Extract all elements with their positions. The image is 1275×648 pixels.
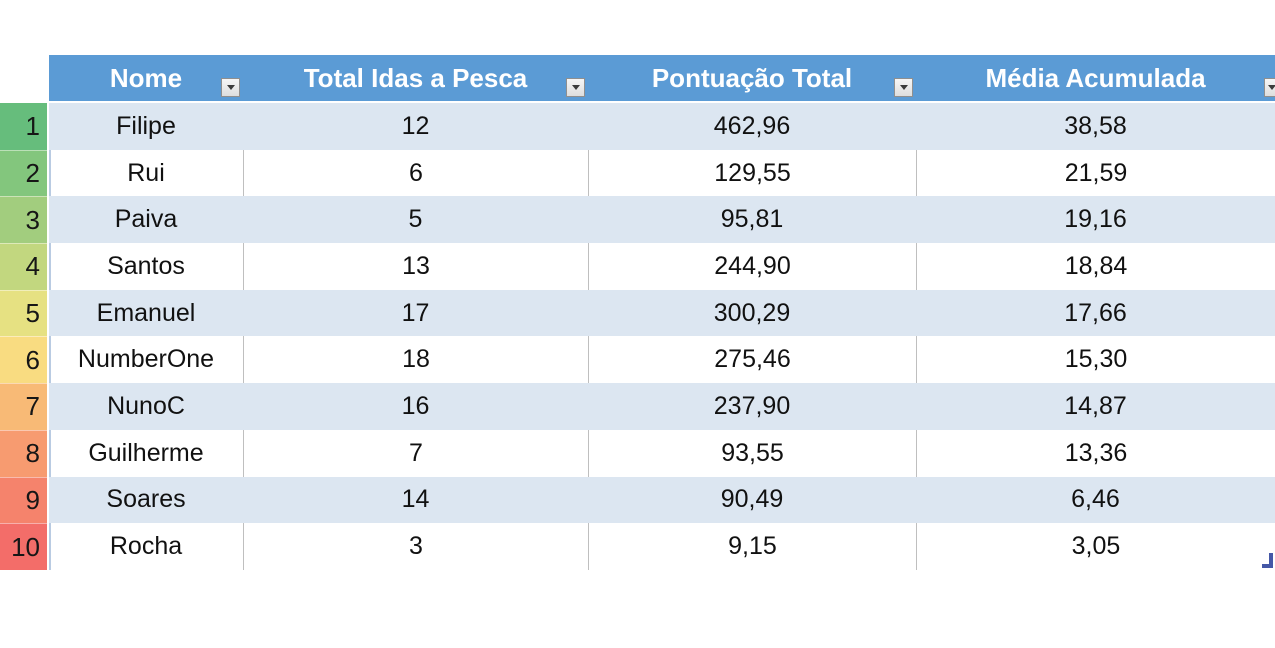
filter-dropdown-button[interactable] [566, 78, 585, 97]
cell-total-idas[interactable]: 3 [243, 523, 588, 570]
cell-total-idas[interactable]: 6 [243, 149, 588, 197]
cell-media[interactable]: 15,30 [916, 336, 1275, 384]
rank-cell-10[interactable]: 10 [0, 523, 47, 570]
rank-cell-8[interactable]: 8 [0, 429, 47, 477]
cell-total-idas[interactable]: 18 [243, 336, 588, 384]
table-row: NumberOne 18 275,46 15,30 [49, 336, 1275, 384]
cell-total-idas[interactable]: 13 [243, 243, 588, 290]
cell-nome[interactable]: Guilherme [49, 430, 243, 477]
column-header-media[interactable]: Média Acumulada [916, 55, 1275, 101]
cell-pontuacao[interactable]: 90,49 [720, 485, 784, 514]
cell-pontuacao[interactable]: 9,15 [588, 523, 916, 570]
column-header-nome[interactable]: Nome [49, 55, 243, 101]
cell-media[interactable]: 14,87 [1064, 391, 1127, 420]
cell-total-idas[interactable]: 17 [401, 298, 430, 327]
column-header-label: Pontuação Total [651, 62, 853, 93]
cell-nome[interactable]: NumberOne [49, 336, 243, 383]
filter-dropdown-icon [571, 85, 580, 90]
cell-total-idas[interactable]: 12 [401, 111, 430, 140]
cell-media[interactable]: 19,16 [1064, 205, 1127, 234]
cell-nome[interactable]: NunoC [107, 391, 185, 420]
data-table: Nome Total Idas a Pesca Pontuação Total … [49, 55, 1275, 570]
cell-media[interactable]: 6,46 [1071, 485, 1120, 514]
cell-nome[interactable]: Rui [49, 150, 243, 197]
cell-media[interactable]: 3,05 [916, 523, 1275, 570]
cell-pontuacao[interactable]: 95,81 [720, 205, 784, 234]
rank-cell-7[interactable]: 7 [0, 383, 47, 430]
rank-cell-2[interactable]: 2 [0, 149, 47, 197]
table-row: Santos 13 244,90 18,84 [49, 243, 1275, 290]
cell-pontuacao[interactable]: 129,55 [588, 149, 916, 197]
cell-total-idas[interactable]: 16 [401, 391, 430, 420]
cell-media[interactable]: 38,58 [1064, 111, 1127, 140]
table-row: Filipe 12 462,96 38,58 [49, 103, 1275, 150]
cell-media[interactable]: 17,66 [1064, 298, 1127, 327]
table-row: NunoC 16 237,90 14,87 [49, 383, 1275, 430]
resize-handle-icon [1269, 553, 1273, 568]
rank-cell-5[interactable]: 5 [0, 289, 47, 337]
cell-total-idas[interactable]: 14 [401, 485, 430, 514]
cell-media[interactable]: 21,59 [916, 149, 1275, 197]
cell-pontuacao[interactable]: 275,46 [588, 336, 916, 384]
table-row: Guilherme 7 93,55 13,36 [49, 429, 1275, 477]
cell-pontuacao[interactable]: 93,55 [588, 429, 916, 477]
table-header-row: Nome Total Idas a Pesca Pontuação Total … [49, 55, 1275, 101]
cell-nome[interactable]: Emanuel [96, 298, 196, 327]
filter-dropdown-button[interactable] [221, 78, 240, 97]
cell-pontuacao[interactable]: 237,90 [713, 391, 791, 420]
cell-nome[interactable]: Filipe [116, 111, 176, 140]
cell-total-idas[interactable]: 7 [243, 429, 588, 477]
cell-pontuacao[interactable]: 244,90 [588, 243, 916, 290]
column-header-label: Média Acumulada [985, 62, 1206, 93]
filter-dropdown-icon [899, 85, 908, 90]
cell-nome[interactable]: Soares [106, 485, 186, 514]
cell-pontuacao[interactable]: 300,29 [713, 298, 791, 327]
cell-pontuacao[interactable]: 462,96 [713, 111, 791, 140]
rank-cell-9[interactable]: 9 [0, 476, 47, 524]
filter-dropdown-icon [226, 85, 235, 90]
column-header-label: Total Idas a Pesca [303, 62, 528, 93]
filter-dropdown-button[interactable] [894, 78, 913, 97]
cell-media[interactable]: 13,36 [916, 429, 1275, 477]
table-row: Emanuel 17 300,29 17,66 [49, 289, 1275, 337]
table-row: Soares 14 90,49 6,46 [49, 476, 1275, 524]
cell-nome[interactable]: Santos [49, 243, 243, 290]
table-row: Rui 6 129,55 21,59 [49, 149, 1275, 197]
cell-total-idas[interactable]: 5 [408, 205, 423, 234]
table-resize-handle[interactable] [1262, 553, 1275, 569]
rank-cell-4[interactable]: 4 [0, 243, 47, 290]
column-header-label: Nome [109, 62, 183, 93]
cell-media[interactable]: 18,84 [916, 243, 1275, 290]
cell-nome[interactable]: Rocha [49, 523, 243, 570]
sort-filter-button[interactable] [1264, 78, 1275, 97]
cell-nome[interactable]: Paiva [114, 205, 178, 234]
resize-handle-icon [1262, 564, 1273, 568]
column-header-total-idas[interactable]: Total Idas a Pesca [243, 55, 588, 101]
sort-down-arrow-icon [1267, 85, 1275, 90]
rank-cell-1[interactable]: 1 [0, 103, 47, 150]
column-header-pontuacao[interactable]: Pontuação Total [588, 55, 916, 101]
table-body: Filipe 12 462,96 38,58 Rui 6 129,55 21,5… [49, 103, 1275, 570]
rank-column: 1 2 3 4 5 6 7 8 9 10 [0, 103, 47, 570]
table-row: Paiva 5 95,81 19,16 [49, 196, 1275, 244]
table-row: Rocha 3 9,15 3,05 [49, 523, 1275, 570]
rank-cell-3[interactable]: 3 [0, 196, 47, 244]
rank-cell-6[interactable]: 6 [0, 336, 47, 384]
